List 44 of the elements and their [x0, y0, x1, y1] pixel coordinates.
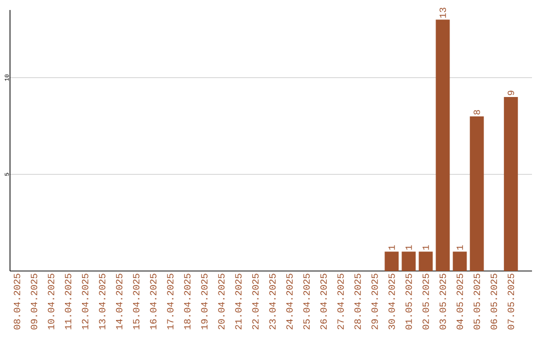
data-label: 1: [388, 245, 395, 250]
x-tick-label: 29.04.2025: [371, 274, 378, 330]
bar: [470, 116, 484, 271]
bar: [402, 252, 416, 271]
data-label: 9: [508, 90, 514, 96]
x-tick-label: 27.04.2025: [337, 274, 344, 330]
x-tick-label: 10.04.2025: [48, 274, 54, 330]
x-tick-label: 15.04.2025: [133, 274, 140, 330]
bar: [418, 252, 433, 271]
x-tick-label: 20.04.2025: [218, 274, 225, 330]
data-label: 1: [456, 245, 463, 250]
data-label: 8: [474, 110, 480, 115]
x-tick-label: 11.04.2025: [64, 274, 72, 330]
data-label: 13: [440, 8, 446, 18]
data-label: 1: [406, 245, 412, 250]
x-tick-label: 12.04.2025: [82, 274, 88, 330]
x-tick-label: 28.04.2025: [354, 274, 361, 330]
x-tick-label: 07.05.2025: [508, 274, 514, 330]
x-tick-label: 05.05.2025: [474, 274, 480, 330]
x-tick-label: 01.05.2025: [406, 274, 412, 330]
x-tick-label: 25.04.2025: [303, 274, 310, 330]
x-tick-label: 09.04.2025: [30, 274, 38, 330]
x-tick-label: 22.04.2025: [252, 274, 259, 330]
x-tick-label: 26.04.2025: [320, 274, 327, 330]
data-label: 1: [422, 245, 429, 250]
x-tick-label: 16.04.2025: [150, 274, 156, 330]
x-tick-label: 14.04.2025: [116, 274, 122, 330]
x-tick-label: 02.05.2025: [422, 274, 429, 330]
x-tick-label: 03.05.2025: [440, 274, 446, 330]
bar: [384, 252, 399, 271]
bar: [504, 96, 518, 271]
x-tick-label: 21.04.2025: [235, 274, 242, 330]
x-tick-label: 24.04.2025: [286, 274, 293, 330]
x-tick-label: 19.04.2025: [201, 274, 208, 330]
x-tick-label: 17.04.2025: [167, 274, 174, 330]
x-tick-label: 06.05.2025: [490, 274, 498, 330]
x-tick-label: 04.05.2025: [456, 274, 464, 330]
x-tick-label: 08.04.2025: [14, 274, 20, 330]
x-tick-label: 23.04.2025: [269, 274, 276, 330]
bar: [436, 20, 450, 271]
bar: [452, 252, 467, 271]
x-tick-label: 18.04.2025: [184, 274, 191, 330]
x-tick-label: 13.04.2025: [98, 274, 106, 330]
x-tick-label: 30.04.2025: [388, 274, 395, 330]
